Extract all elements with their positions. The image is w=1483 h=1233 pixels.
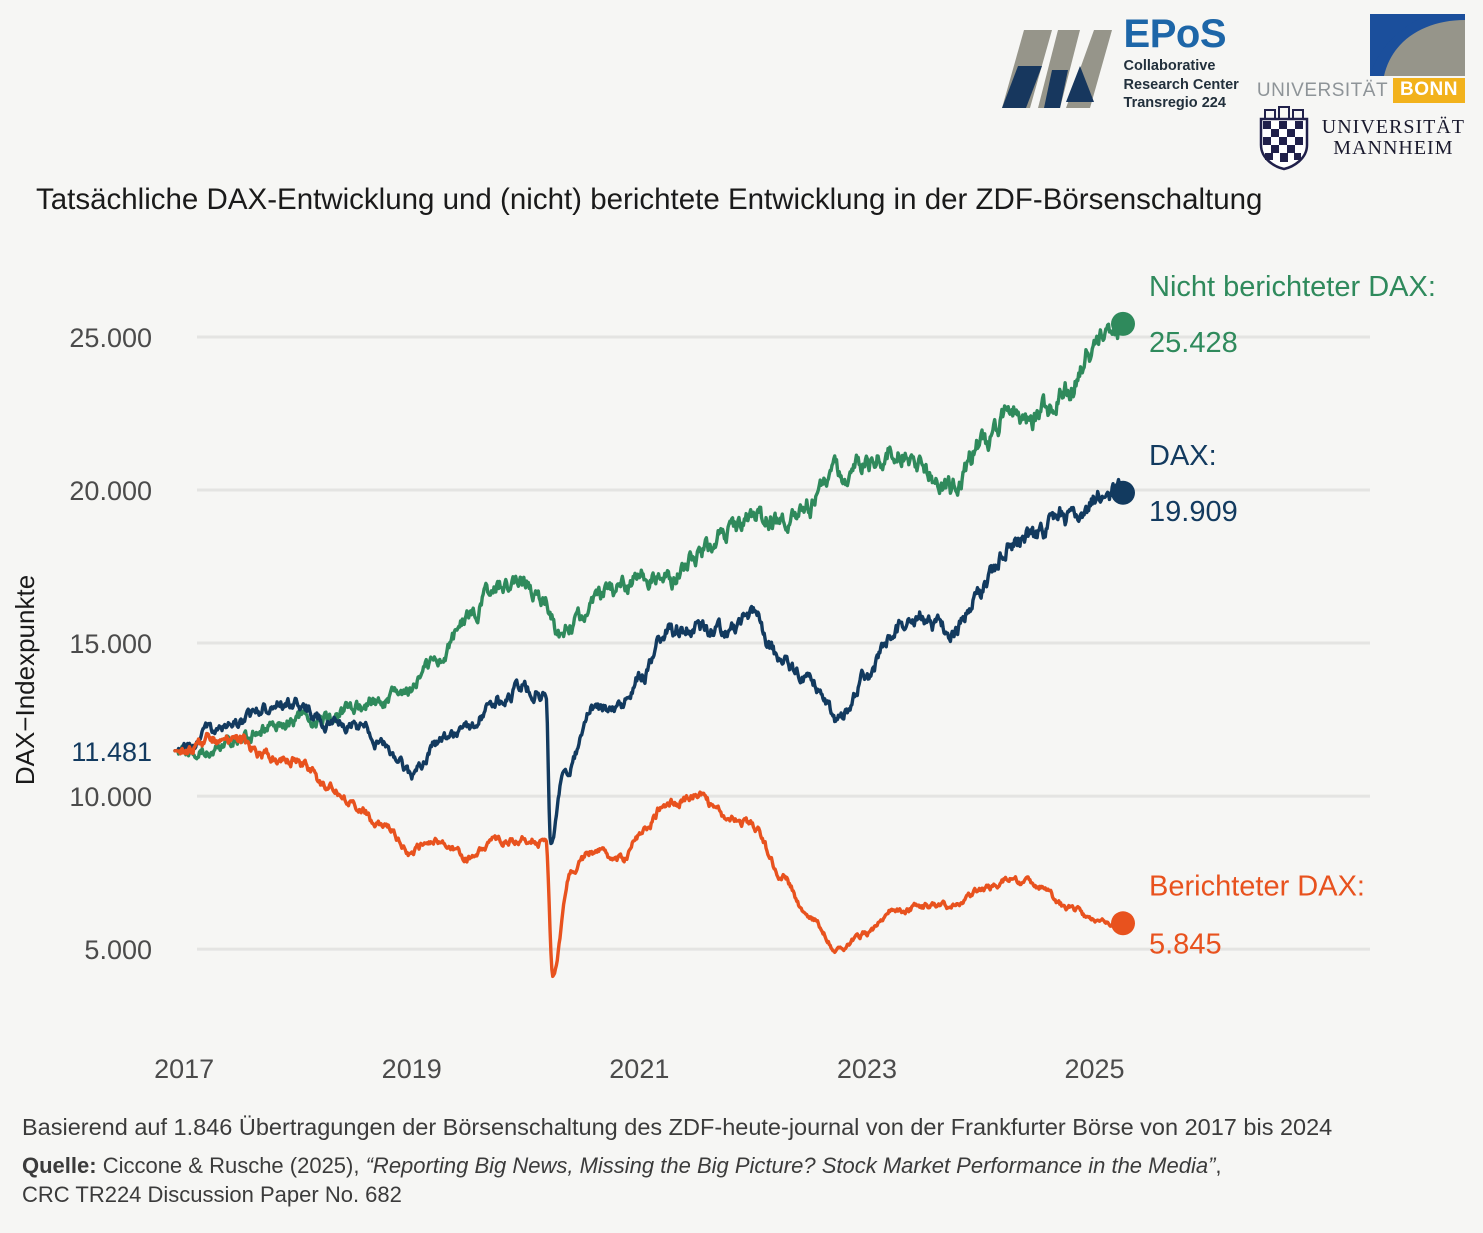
x-tick-label: 2021: [609, 1054, 669, 1084]
series-lines: [173, 319, 1125, 979]
y-axis-tick-labels: 5.000 10.000 15.000 20.000 25.000: [69, 323, 152, 965]
series-label-name: Berichteter DAX:: [1149, 870, 1365, 902]
y-axis-title: DAX−Indexpunkte: [10, 575, 40, 785]
series-endpoint-marker: [1111, 480, 1135, 505]
epos-subline-1: Collaborative: [1123, 58, 1216, 74]
uni-bonn-wordmark: UNIVERSITÄT BONN: [1257, 78, 1465, 103]
uni-bonn-badge: BONN: [1393, 78, 1465, 103]
series-line: [173, 731, 1125, 979]
chart-title: Tatsächliche DAX-Entwicklung und (nicht)…: [36, 183, 1263, 216]
logo-bar: EPoS Collaborative Research Center Trans…: [994, 14, 1465, 171]
uni-mannheim-line-1: UNIVERSITÄT: [1321, 116, 1465, 138]
university-logos: UNIVERSITÄT BONN UNIVE: [1253, 14, 1465, 171]
series-endpoint-marker: [1111, 911, 1135, 936]
y-tick-label: 5.000: [84, 935, 152, 965]
x-axis-tick-labels: 2017 2019 2021 2023 2025: [154, 1054, 1125, 1084]
gridlines: [197, 335, 1370, 951]
uni-bonn-universitaet: UNIVERSITÄT: [1256, 79, 1389, 101]
series-label-value: 5.845: [1149, 928, 1222, 960]
x-tick-label: 2023: [837, 1054, 897, 1084]
series-line: [173, 477, 1125, 846]
footer: Basierend auf 1.846 Übertragungen der Bö…: [22, 1113, 1472, 1209]
source-second-line: CRC TR224 Discussion Paper No. 682: [22, 1182, 402, 1208]
x-tick-label: 2017: [154, 1054, 214, 1084]
series-endpoint-markers: [1111, 311, 1135, 936]
mannheim-crest-icon: [1259, 106, 1309, 171]
source-title: “Reporting Big News, Missing the Big Pic…: [365, 1153, 1216, 1179]
series-label-name: Nicht berichteter DAX:: [1149, 271, 1436, 303]
uni-mannheim-line-2: MANNHEIM: [1333, 137, 1454, 159]
y-tick-label: 25.000: [69, 323, 152, 353]
chart-plot-area: 5.000 10.000 15.000 20.000 25.000 2017 2019 20…: [0, 250, 1483, 1100]
source-tail: ,: [1215, 1153, 1222, 1179]
epos-subline-2: Research Center: [1123, 76, 1239, 93]
footer-note: Basierend auf 1.846 Übertragungen der Bö…: [22, 1114, 1333, 1140]
y-tick-label: 20.000: [69, 476, 152, 506]
series-endpoint-marker: [1111, 311, 1135, 336]
source-label: Quelle:: [22, 1153, 97, 1179]
start-value-label: 11.481: [71, 737, 152, 767]
epos-logo: EPoS Collaborative Research Center Trans…: [994, 14, 1239, 124]
series-label-name: DAX:: [1149, 440, 1217, 472]
uni-bonn-shield-icon: [1370, 14, 1465, 76]
epos-mark-icon: [1001, 30, 1112, 108]
series-end-labels: Nicht berichteter DAX: 25.428 DAX: 19.909 Be…: [1149, 271, 1436, 960]
x-tick-label: 2025: [1065, 1054, 1125, 1084]
source-authors: Ciccone & Rusche (2025),: [96, 1153, 366, 1179]
uni-mannheim-logo: UNIVERSITÄT MANNHEIM: [1253, 105, 1465, 171]
series-label-value: 25.428: [1149, 327, 1238, 359]
y-tick-label: 15.000: [69, 629, 152, 659]
epos-wordmark: EPoS: [1123, 12, 1227, 56]
source-citation: Quelle: Ciccone & Rusche (2025), “Report…: [22, 1151, 1472, 1209]
series-label-value: 19.909: [1149, 496, 1238, 528]
epos-subline-3: Transregio 224: [1123, 95, 1226, 112]
series-line: [173, 319, 1125, 761]
y-tick-label: 10.000: [69, 782, 152, 812]
x-tick-label: 2019: [382, 1054, 442, 1084]
